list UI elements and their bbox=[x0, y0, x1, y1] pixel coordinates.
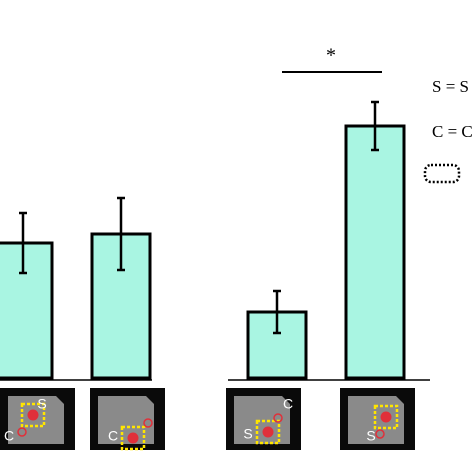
roi-circle bbox=[273, 413, 283, 423]
roi-circle bbox=[127, 432, 139, 444]
thumbnail-label: S bbox=[243, 426, 252, 442]
significance-label: * bbox=[326, 45, 336, 67]
roi-square bbox=[120, 425, 146, 451]
bar bbox=[344, 124, 406, 380]
thumbnail-label: S bbox=[366, 428, 375, 444]
thumbnail-label: C bbox=[4, 428, 14, 444]
tissue-shape bbox=[348, 396, 404, 444]
roi-square bbox=[373, 404, 399, 430]
roi-circle bbox=[17, 427, 27, 437]
tissue-shape bbox=[8, 396, 64, 444]
thumbnail-label: S bbox=[37, 396, 46, 412]
legend-symbol bbox=[423, 163, 461, 184]
roi-circle bbox=[375, 429, 385, 439]
thumbnail-label: C bbox=[108, 428, 118, 444]
roi-square bbox=[255, 419, 281, 445]
roi-square bbox=[20, 402, 46, 428]
thumbnail-label: C bbox=[283, 396, 293, 412]
roi-circle bbox=[262, 426, 274, 438]
roi-circle bbox=[27, 409, 39, 421]
legend-text: S = S bbox=[432, 77, 469, 96]
thumbnail-label: C bbox=[415, 411, 425, 427]
tissue-shape bbox=[98, 396, 154, 444]
bar bbox=[0, 241, 54, 380]
legend-text: C = C bbox=[432, 122, 473, 141]
roi-circle bbox=[143, 418, 153, 428]
roi-circle bbox=[380, 411, 392, 423]
